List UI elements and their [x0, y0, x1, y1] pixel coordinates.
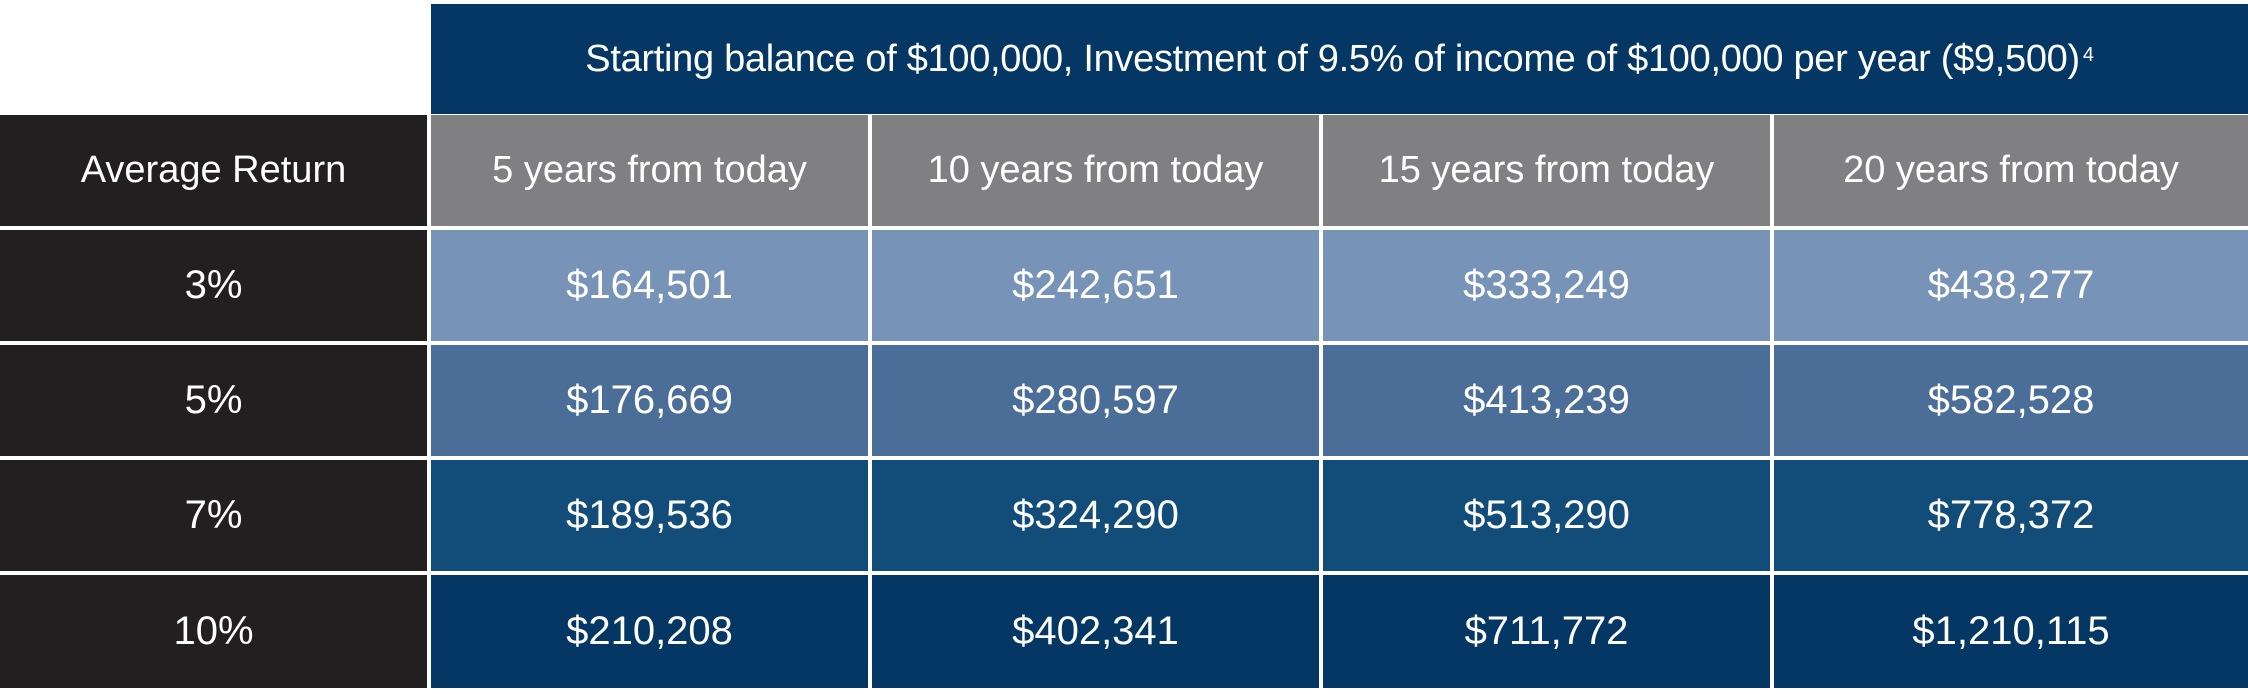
table-row: 7% $189,536 $324,290 $513,290 $778,372 [0, 460, 2248, 575]
table-cell-value: $164,501 [431, 230, 872, 345]
column-header: 5 years from today [431, 115, 872, 230]
table-title-text: Starting balance of $100,000, Investment… [585, 37, 2080, 80]
table-cell-value: $280,597 [872, 345, 1323, 460]
column-header: 15 years from today [1323, 115, 1774, 230]
table-cell-value: $242,651 [872, 230, 1323, 345]
header-row: Average Return 5 years from today 10 yea… [0, 115, 2248, 230]
table-cell-value: $1,210,115 [1774, 575, 2248, 688]
row-label: 7% [0, 460, 431, 575]
table-cell-value: $582,528 [1774, 345, 2248, 460]
table-cell-value: $210,208 [431, 575, 872, 688]
row-label: 5% [0, 345, 431, 460]
table-cell-value: $711,772 [1323, 575, 1774, 688]
table-cell-value: $513,290 [1323, 460, 1774, 575]
table-cell-value: $413,239 [1323, 345, 1774, 460]
row-label: 10% [0, 575, 431, 688]
returns-table: Average Return 5 years from today 10 yea… [0, 115, 2248, 688]
table-row: 5% $176,669 $280,597 $413,239 $582,528 [0, 345, 2248, 460]
row-header-label: Average Return [0, 115, 431, 230]
column-header: 10 years from today [872, 115, 1323, 230]
table-cell-value: $402,341 [872, 575, 1323, 688]
table-row: 3% $164,501 $242,651 $333,249 $438,277 [0, 230, 2248, 345]
table-cell-value: $176,669 [431, 345, 872, 460]
table-title: Starting balance of $100,000, Investment… [431, 4, 2248, 114]
row-label: 3% [0, 230, 431, 345]
table-cell-value: $778,372 [1774, 460, 2248, 575]
column-header: 20 years from today [1774, 115, 2248, 230]
table-cell-value: $189,536 [431, 460, 872, 575]
table-cell-value: $438,277 [1774, 230, 2248, 345]
title-footnote: 4 [2082, 43, 2094, 66]
table-row: 10% $210,208 $402,341 $711,772 $1,210,115 [0, 575, 2248, 688]
table-cell-value: $324,290 [872, 460, 1323, 575]
table-cell-value: $333,249 [1323, 230, 1774, 345]
